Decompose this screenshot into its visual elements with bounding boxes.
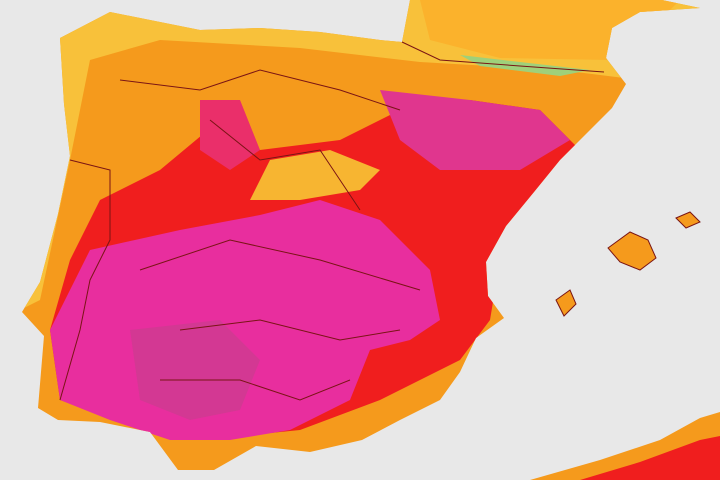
border-france xyxy=(401,41,605,73)
mallorca xyxy=(607,231,657,271)
very-hot-zone xyxy=(200,100,260,170)
border-regions xyxy=(119,69,421,401)
north-africa-hot xyxy=(580,436,720,480)
balearic-islands xyxy=(555,211,701,317)
ebro-hot-zone xyxy=(380,90,570,170)
ibiza xyxy=(555,289,577,317)
border-portugal xyxy=(59,159,111,401)
menorca xyxy=(675,211,701,229)
pyrenees-cool xyxy=(460,55,590,76)
borders xyxy=(59,41,605,401)
extreme-core xyxy=(130,320,260,420)
central-range xyxy=(250,150,380,200)
